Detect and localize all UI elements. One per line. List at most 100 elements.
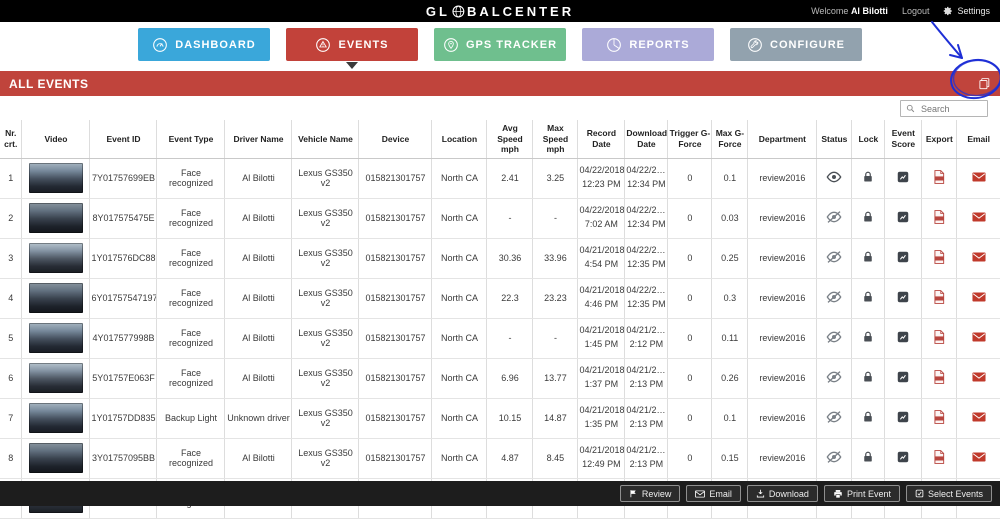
- col-header-vehicle-name[interactable]: Vehicle Name: [291, 120, 359, 159]
- nav-reports-button[interactable]: REPORTS: [582, 28, 714, 61]
- nav-events-button[interactable]: EVENTS: [286, 28, 418, 69]
- event-score-icon[interactable]: [896, 210, 910, 224]
- col-header-trigger-gforce[interactable]: Trigger G-Force: [667, 120, 712, 159]
- download-date: 04/21/2018 2:13 PM: [624, 358, 668, 399]
- download-button[interactable]: Download: [746, 485, 818, 502]
- table-row[interactable]: 7 1Y01757DD835 Backup Light Unknown driv…: [0, 398, 1000, 439]
- lock-icon[interactable]: [862, 290, 874, 304]
- col-header-device[interactable]: Device: [358, 120, 432, 159]
- col-header-lock[interactable]: Lock: [851, 120, 885, 159]
- event-score-icon[interactable]: [896, 450, 910, 464]
- event-score-icon[interactable]: [896, 410, 910, 424]
- export-pdf-icon[interactable]: [933, 250, 945, 265]
- col-header-location[interactable]: Location: [431, 120, 487, 159]
- email-icon[interactable]: [972, 252, 986, 262]
- email-icon[interactable]: [972, 172, 986, 182]
- col-header-email[interactable]: Email: [956, 120, 1000, 159]
- col-header-department[interactable]: Department: [747, 120, 817, 159]
- lock-icon[interactable]: [862, 330, 874, 344]
- video-thumbnail[interactable]: [28, 403, 83, 434]
- email-icon[interactable]: [972, 332, 986, 342]
- status-not-viewed-eye-off-icon[interactable]: [826, 411, 842, 424]
- nav-gps-tracker-button[interactable]: GPS TRACKER: [434, 28, 566, 61]
- email-icon[interactable]: [972, 292, 986, 302]
- col-header-event-score[interactable]: Event Score: [884, 120, 922, 159]
- event-score-icon[interactable]: [896, 330, 910, 344]
- col-header-max-gforce[interactable]: Max G-Force: [711, 120, 748, 159]
- select-events-button[interactable]: Select Events: [905, 485, 992, 502]
- col-header-event-id[interactable]: Event ID: [89, 120, 157, 159]
- email-button[interactable]: Email: [686, 485, 741, 502]
- video-thumbnail[interactable]: [28, 283, 83, 314]
- print-event-button[interactable]: Print Event: [823, 485, 900, 502]
- table-row[interactable]: 6 5Y01757E063F Face recognized Al Bilott…: [0, 358, 1000, 399]
- video-thumbnail[interactable]: [28, 163, 83, 194]
- table-row[interactable]: 5 4Y017577998B Face recognized Al Bilott…: [0, 318, 1000, 359]
- export-events-icon[interactable]: [978, 77, 991, 90]
- search-input[interactable]: [919, 102, 982, 115]
- video-thumbnail[interactable]: [28, 363, 83, 394]
- email-icon[interactable]: [972, 372, 986, 382]
- col-header-status[interactable]: Status: [816, 120, 852, 159]
- nav-dashboard-button[interactable]: DASHBOARD: [138, 28, 270, 61]
- lock-icon[interactable]: [862, 170, 874, 184]
- email-icon[interactable]: [972, 412, 986, 422]
- export-pdf-icon[interactable]: [933, 370, 945, 385]
- table-row[interactable]: 1 7Y01757699EB Face recognized Al Bilott…: [0, 158, 1000, 199]
- lock-icon[interactable]: [862, 450, 874, 464]
- col-header-driver-name[interactable]: Driver Name: [224, 120, 292, 159]
- logout-link[interactable]: Logout: [901, 6, 930, 16]
- event-score-icon[interactable]: [896, 170, 910, 184]
- video-thumbnail[interactable]: [28, 443, 83, 474]
- email-icon[interactable]: [972, 452, 986, 462]
- video-thumbnail[interactable]: [28, 243, 83, 274]
- video-thumbnail[interactable]: [28, 203, 83, 234]
- event-score-icon[interactable]: [896, 250, 910, 264]
- event-score-icon[interactable]: [896, 290, 910, 304]
- row-number: 8: [0, 438, 22, 479]
- col-header-max-speed[interactable]: Max Speed mph: [532, 120, 578, 159]
- lock-icon[interactable]: [862, 410, 874, 424]
- export-pdf-icon[interactable]: [933, 290, 945, 305]
- col-header-record-date[interactable]: Record Date: [577, 120, 625, 159]
- col-header-download-date[interactable]: Download Date: [624, 120, 668, 159]
- table-row[interactable]: 2 8Y017575475E Face recognized Al Bilott…: [0, 198, 1000, 239]
- settings-button[interactable]: Settings: [943, 6, 990, 16]
- table-row[interactable]: 4 6Y01757547197 Face recognized Al Bilot…: [0, 278, 1000, 319]
- lock-icon[interactable]: [862, 210, 874, 224]
- status-not-viewed-eye-off-icon[interactable]: [826, 451, 842, 464]
- status-not-viewed-eye-off-icon[interactable]: [826, 291, 842, 304]
- status-not-viewed-eye-off-icon[interactable]: [826, 251, 842, 264]
- export-pdf-icon[interactable]: [933, 170, 945, 185]
- event-score-icon[interactable]: [896, 370, 910, 384]
- vehicle-name: Lexus GS350 v2: [291, 278, 359, 319]
- reports-pie-icon: [606, 37, 622, 53]
- col-header-video[interactable]: Video: [21, 120, 90, 159]
- event-id: 6Y01757547197: [89, 278, 157, 319]
- col-header-export[interactable]: Export: [921, 120, 957, 159]
- col-header-avg-speed[interactable]: Avg Speed mph: [486, 120, 533, 159]
- search-icon: [906, 104, 915, 113]
- trigger-gforce: 0: [667, 358, 712, 399]
- table-row[interactable]: 8 3Y01757095BB Face recognized Al Bilott…: [0, 438, 1000, 479]
- events-warning-icon: [315, 37, 331, 53]
- export-pdf-icon[interactable]: [933, 210, 945, 225]
- email-icon[interactable]: [972, 212, 986, 222]
- table-row[interactable]: 3 1Y017576DC88 Face recognized Al Bilott…: [0, 238, 1000, 279]
- video-thumbnail[interactable]: [28, 323, 83, 354]
- lock-icon[interactable]: [862, 370, 874, 384]
- export-pdf-icon[interactable]: [933, 450, 945, 465]
- review-button[interactable]: Review: [619, 485, 681, 502]
- col-header-event-type[interactable]: Event Type: [156, 120, 225, 159]
- location: North CA: [431, 198, 487, 239]
- nav-configure-button[interactable]: CONFIGURE: [730, 28, 862, 61]
- status-not-viewed-eye-off-icon[interactable]: [826, 371, 842, 384]
- export-pdf-icon[interactable]: [933, 330, 945, 345]
- driver-name: Unknown driver: [224, 398, 292, 439]
- status-not-viewed-eye-off-icon[interactable]: [826, 211, 842, 224]
- export-pdf-icon[interactable]: [933, 410, 945, 425]
- status-viewed-eye-icon[interactable]: [826, 171, 842, 183]
- col-header-nr[interactable]: Nr. crt.: [0, 120, 22, 159]
- status-not-viewed-eye-off-icon[interactable]: [826, 331, 842, 344]
- lock-icon[interactable]: [862, 250, 874, 264]
